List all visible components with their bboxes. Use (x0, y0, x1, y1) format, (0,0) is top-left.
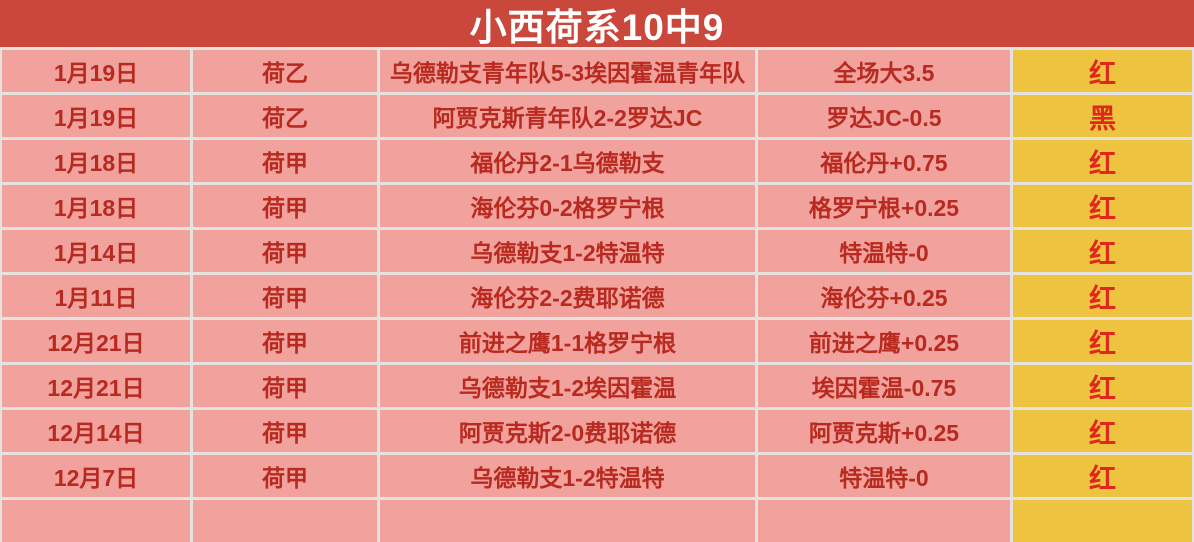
league-cell: 荷甲 (193, 185, 377, 227)
match-cell: 海伦芬0-2格罗宁根 (380, 185, 755, 227)
partial-row-cell (1013, 500, 1192, 542)
league-cell: 荷甲 (193, 140, 377, 182)
pick-cell: 阿贾克斯+0.25 (758, 410, 1010, 452)
match-cell: 前进之鹰1-1格罗宁根 (380, 320, 755, 362)
date-cell: 1月19日 (2, 50, 190, 92)
league-cell: 荷甲 (193, 455, 377, 497)
result-cell: 红 (1013, 455, 1192, 497)
date-cell: 1月18日 (2, 185, 190, 227)
result-cell: 红 (1013, 410, 1192, 452)
date-cell: 1月18日 (2, 140, 190, 182)
pick-cell: 全场大3.5 (758, 50, 1010, 92)
partial-row-cell (758, 500, 1010, 542)
league-cell: 荷甲 (193, 365, 377, 407)
pick-cell: 特温特-0 (758, 230, 1010, 272)
result-cell: 黑 (1013, 95, 1192, 137)
header-banner: 小西荷系10中9 (0, 0, 1194, 48)
result-cell: 红 (1013, 365, 1192, 407)
match-cell: 福伦丹2-1乌德勒支 (380, 140, 755, 182)
date-cell: 12月14日 (2, 410, 190, 452)
result-cell: 红 (1013, 275, 1192, 317)
results-table: 1月19日 荷乙 乌德勒支青年队5-3埃因霍温青年队 全场大3.5 红 1月19… (0, 50, 1194, 542)
match-cell: 阿贾克斯青年队2-2罗达JC (380, 95, 755, 137)
date-cell: 1月11日 (2, 275, 190, 317)
pick-cell: 前进之鹰+0.25 (758, 320, 1010, 362)
match-cell: 海伦芬2-2费耶诺德 (380, 275, 755, 317)
date-cell: 1月19日 (2, 95, 190, 137)
league-cell: 荷甲 (193, 320, 377, 362)
league-cell: 荷乙 (193, 95, 377, 137)
league-cell: 荷乙 (193, 50, 377, 92)
match-cell: 阿贾克斯2-0费耶诺德 (380, 410, 755, 452)
league-cell: 荷甲 (193, 230, 377, 272)
league-cell: 荷甲 (193, 410, 377, 452)
partial-row-cell (193, 500, 377, 542)
pick-cell: 福伦丹+0.75 (758, 140, 1010, 182)
result-cell: 红 (1013, 140, 1192, 182)
match-cell: 乌德勒支1-2特温特 (380, 455, 755, 497)
result-cell: 红 (1013, 50, 1192, 92)
match-cell: 乌德勒支青年队5-3埃因霍温青年队 (380, 50, 755, 92)
date-cell: 12月7日 (2, 455, 190, 497)
date-cell: 12月21日 (2, 365, 190, 407)
date-cell: 1月14日 (2, 230, 190, 272)
result-cell: 红 (1013, 185, 1192, 227)
pick-cell: 埃因霍温-0.75 (758, 365, 1010, 407)
pick-cell: 格罗宁根+0.25 (758, 185, 1010, 227)
result-cell: 红 (1013, 230, 1192, 272)
pick-cell: 特温特-0 (758, 455, 1010, 497)
pick-cell: 海伦芬+0.25 (758, 275, 1010, 317)
partial-row-cell (2, 500, 190, 542)
result-cell: 红 (1013, 320, 1192, 362)
partial-row-cell (380, 500, 755, 542)
date-cell: 12月21日 (2, 320, 190, 362)
match-cell: 乌德勒支1-2埃因霍温 (380, 365, 755, 407)
pick-cell: 罗达JC-0.5 (758, 95, 1010, 137)
page-title: 小西荷系10中9 (469, 6, 725, 48)
league-cell: 荷甲 (193, 275, 377, 317)
match-cell: 乌德勒支1-2特温特 (380, 230, 755, 272)
